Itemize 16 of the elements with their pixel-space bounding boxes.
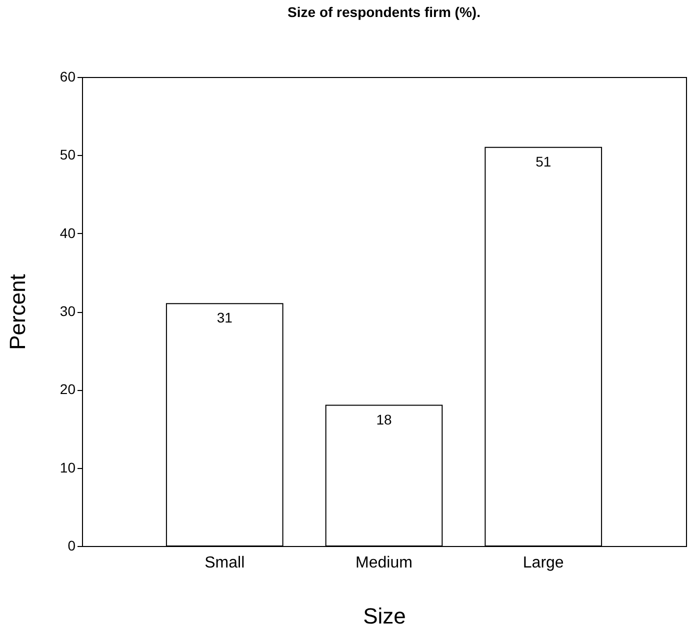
data-label: 18	[376, 411, 392, 428]
x-tick-label: Large	[522, 554, 564, 572]
data-label: 51	[536, 153, 552, 170]
y-tick-label: 60	[60, 68, 76, 84]
x-tick-label: Medium	[356, 554, 412, 572]
y-tick-label: 30	[60, 303, 76, 319]
y-tick-label: 10	[60, 459, 76, 476]
y-tick-label: 0	[68, 538, 76, 554]
data-label: 31	[216, 310, 233, 326]
y-axis-title: Percent	[4, 274, 30, 350]
x-tick-label: Small	[204, 554, 245, 572]
y-tick-label: 20	[60, 381, 76, 398]
x-axis-title: Size	[363, 604, 406, 628]
chart-title: Size of respondents firm (%).	[288, 4, 480, 20]
y-tick-label: 40	[60, 224, 76, 241]
y-tick-label: 50	[60, 146, 76, 163]
